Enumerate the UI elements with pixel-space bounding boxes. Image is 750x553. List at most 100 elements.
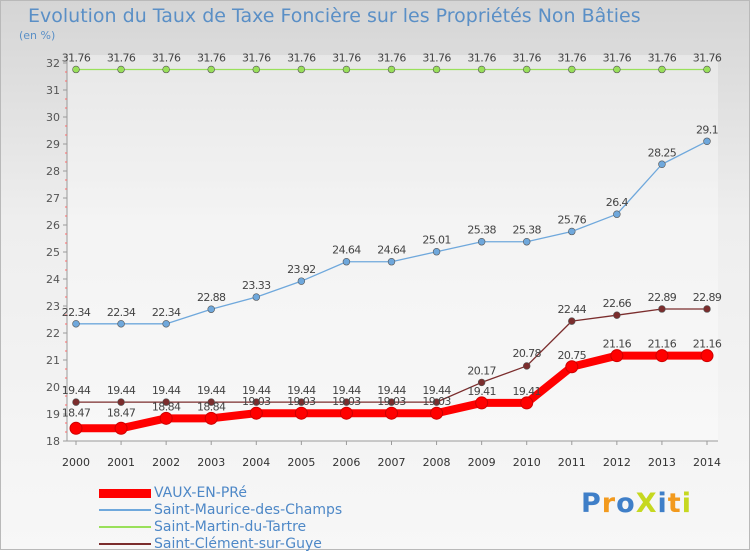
data-point	[568, 65, 576, 74]
y-tick-label: 19	[46, 408, 60, 421]
data-label: 24.64	[377, 244, 406, 257]
data-label: 29.1	[696, 123, 718, 136]
data-label: 19.03	[332, 395, 361, 408]
legend-label: Saint-Martin-du-Tartre	[154, 519, 307, 535]
data-point	[204, 411, 218, 425]
data-point	[565, 360, 579, 374]
y-tick-label: 26	[46, 219, 60, 232]
data-label: 19.41	[512, 385, 541, 398]
y-tick-label: 32	[46, 57, 60, 70]
data-point	[568, 317, 576, 325]
data-point	[342, 258, 351, 266]
data-point	[69, 421, 83, 435]
x-tick-label: 2014	[693, 456, 721, 469]
data-label: 31.76	[197, 51, 226, 64]
data-label: 19.44	[287, 384, 316, 397]
y-tick-label: 23	[46, 300, 60, 313]
data-point	[655, 349, 669, 363]
y-tick-label: 29	[46, 138, 60, 151]
x-tick-label: 2004	[242, 456, 270, 469]
x-tick-label: 2001	[107, 456, 135, 469]
data-label: 19.44	[332, 384, 361, 397]
data-label: 19.03	[377, 395, 406, 408]
data-label: 25.38	[512, 224, 541, 237]
data-label: 22.66	[603, 297, 632, 310]
data-point	[523, 362, 531, 370]
x-tick-label: 2013	[648, 456, 676, 469]
proxiti-logo: ProXiti	[581, 488, 692, 519]
legend-swatch	[99, 509, 151, 511]
x-tick-label: 2002	[152, 456, 180, 469]
data-label: 23.92	[287, 263, 316, 276]
data-point	[432, 248, 441, 256]
data-point	[162, 398, 170, 406]
x-tick-label: 2008	[423, 456, 451, 469]
data-point	[610, 349, 624, 363]
legend-swatch	[99, 488, 151, 498]
x-tick-label: 2010	[513, 456, 541, 469]
data-point	[342, 65, 351, 74]
data-label: 31.76	[62, 51, 91, 64]
data-label: 31.76	[377, 51, 406, 64]
data-label: 24.64	[332, 244, 361, 257]
data-point	[72, 398, 80, 406]
plot-area	[67, 55, 718, 441]
data-label: 19.44	[107, 384, 136, 397]
data-label: 20.17	[467, 364, 496, 377]
y-tick-label: 21	[46, 354, 60, 367]
data-point	[249, 406, 263, 420]
logo-letter: r	[601, 488, 617, 519]
data-point	[114, 421, 128, 435]
data-point	[385, 406, 398, 420]
data-label: 31.76	[152, 51, 181, 64]
data-point	[297, 398, 306, 406]
y-tick-label: 24	[46, 273, 60, 286]
data-label: 22.34	[107, 306, 136, 319]
logo-letter: i	[657, 488, 668, 519]
data-point	[252, 65, 260, 74]
data-point	[117, 65, 125, 74]
logo-letter: o	[616, 488, 636, 519]
data-label: 19.44	[152, 384, 181, 397]
data-point	[613, 65, 621, 74]
legend-label: Saint-Maurice-des-Champs	[154, 502, 343, 518]
data-point	[159, 411, 173, 425]
x-tick-label: 2000	[62, 456, 90, 469]
data-point	[523, 65, 531, 74]
data-label: 31.76	[107, 51, 136, 64]
data-point	[700, 349, 714, 363]
legend-swatch	[99, 543, 151, 545]
logo-letter: P	[581, 488, 602, 519]
data-label: 25.38	[467, 224, 496, 237]
x-tick-label: 2011	[558, 456, 586, 469]
logo-letter: t	[667, 488, 682, 519]
data-label: 25.76	[558, 213, 587, 226]
data-label: 31.76	[467, 51, 496, 64]
data-label: 31.76	[332, 51, 361, 64]
data-point	[72, 320, 80, 328]
data-point	[117, 320, 125, 328]
data-label: 18.47	[62, 406, 91, 419]
data-point	[568, 227, 576, 236]
data-label: 31.76	[558, 51, 587, 64]
data-point	[72, 65, 80, 74]
data-label: 31.76	[287, 51, 316, 64]
data-point	[432, 65, 441, 74]
y-tick-label: 20	[46, 381, 60, 394]
data-label: 18.84	[152, 400, 181, 413]
data-label: 22.34	[62, 306, 91, 319]
data-label: 31.76	[648, 51, 677, 64]
data-label: 19.44	[242, 384, 271, 397]
data-label: 31.76	[512, 51, 541, 64]
data-point	[703, 305, 711, 313]
legend-label: VAUX-EN-PRé	[154, 485, 247, 501]
y-tick-label: 25	[46, 246, 60, 259]
x-tick-label: 2005	[287, 456, 315, 469]
x-tick-label: 2012	[603, 456, 631, 469]
data-label: 22.34	[152, 306, 181, 319]
y-tick-label: 31	[46, 84, 60, 97]
data-label: 25.01	[422, 234, 451, 247]
logo-letter: i	[681, 488, 692, 519]
x-tick-label: 2007	[378, 456, 406, 469]
